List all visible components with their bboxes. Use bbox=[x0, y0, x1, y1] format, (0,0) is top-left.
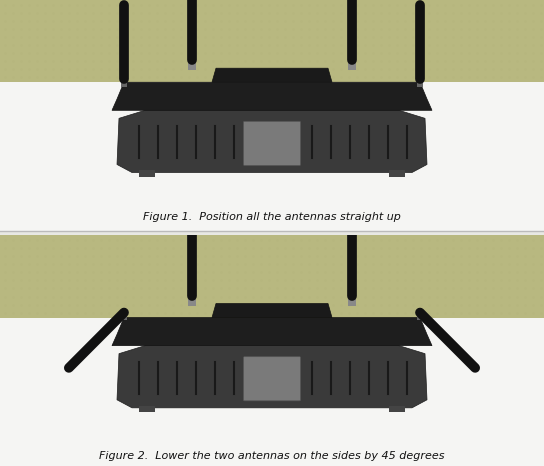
Bar bbox=[0, 317, 544, 466]
Bar bbox=[121, 77, 127, 87]
Polygon shape bbox=[117, 110, 427, 172]
Bar bbox=[389, 406, 405, 412]
Text: Figure 1.  Position all the antennas straight up: Figure 1. Position all the antennas stra… bbox=[143, 212, 401, 222]
Bar bbox=[417, 309, 423, 320]
Bar bbox=[417, 77, 423, 87]
Bar bbox=[139, 406, 155, 412]
Bar bbox=[188, 60, 196, 70]
Bar bbox=[348, 60, 356, 70]
Polygon shape bbox=[212, 68, 332, 82]
Bar bbox=[188, 295, 196, 306]
Bar bbox=[0, 82, 544, 231]
Bar bbox=[0, 0, 544, 82]
FancyBboxPatch shape bbox=[244, 121, 300, 165]
Text: Figure 2.  Lower the two antennas on the sides by 45 degrees: Figure 2. Lower the two antennas on the … bbox=[99, 451, 445, 461]
Bar bbox=[389, 171, 405, 177]
Polygon shape bbox=[212, 303, 332, 317]
Bar bbox=[348, 295, 356, 306]
FancyBboxPatch shape bbox=[244, 356, 300, 401]
Bar bbox=[121, 309, 127, 320]
Bar bbox=[139, 171, 155, 177]
Polygon shape bbox=[112, 82, 432, 110]
Bar bbox=[0, 235, 544, 317]
Polygon shape bbox=[112, 317, 432, 346]
Polygon shape bbox=[117, 346, 427, 408]
